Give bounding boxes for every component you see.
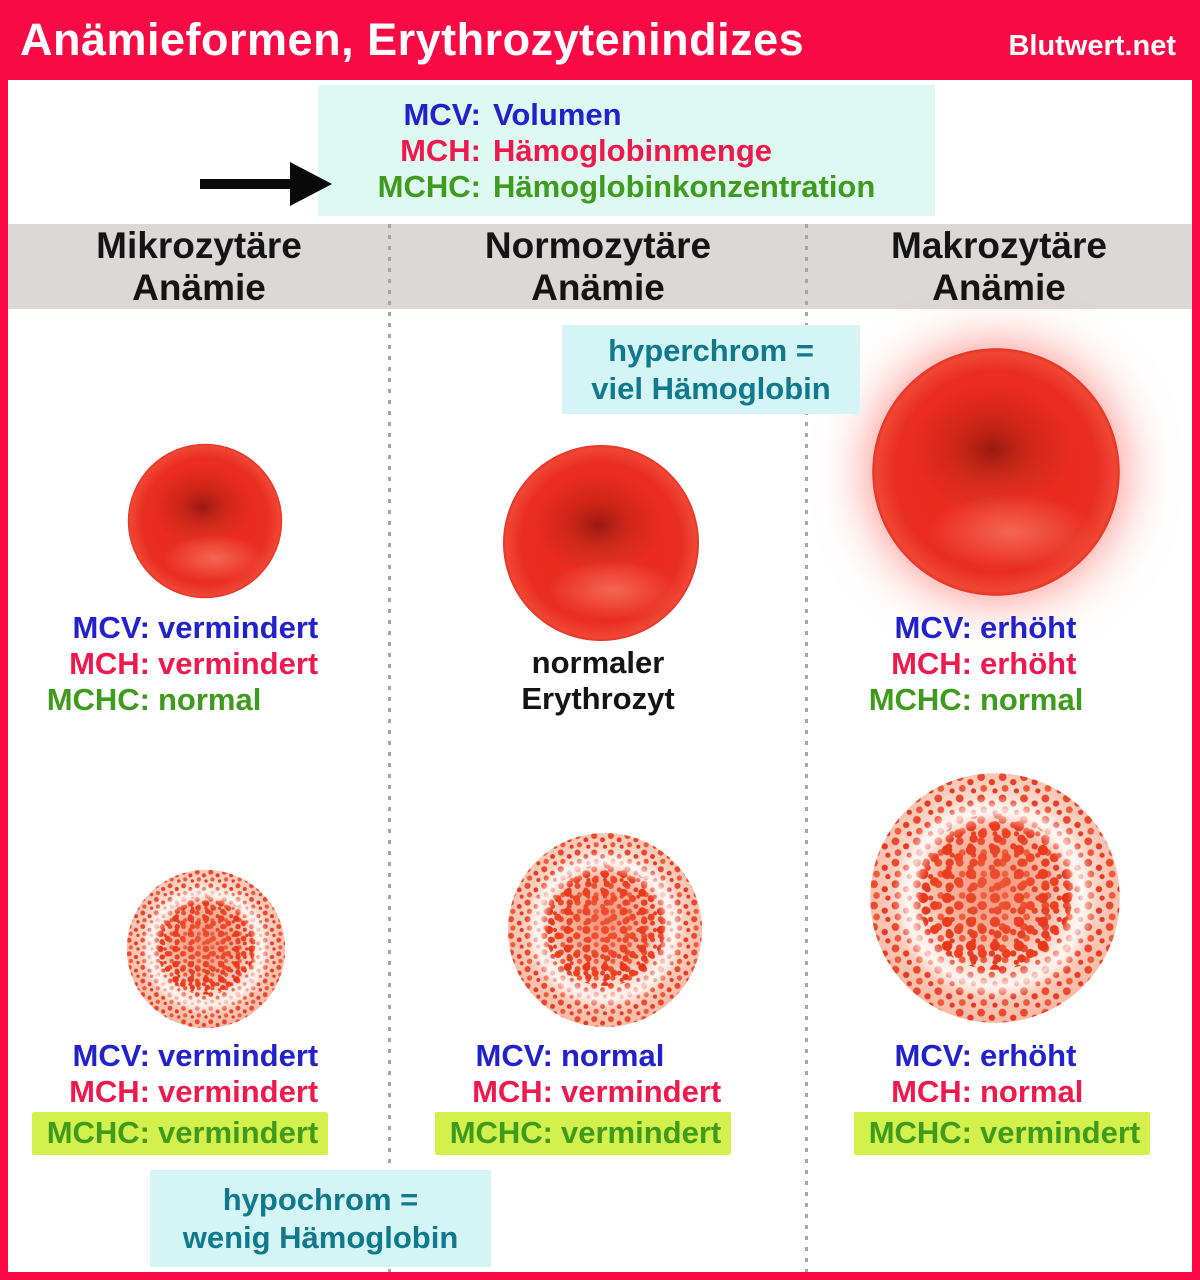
column-header-line: Makrozytäre	[891, 224, 1107, 266]
callout-hypochrom: hypochrom = wenig Hämoglobin	[150, 1170, 491, 1267]
column-header-microcytic: Mikrozytäre Anämie	[8, 224, 390, 309]
callout-line: wenig Hämoglobin	[182, 1219, 459, 1255]
column-header-line: Anämie	[531, 266, 665, 308]
column-header-line: Anämie	[132, 266, 266, 308]
dotted-divider-left	[388, 224, 391, 1272]
mcv-label: MCV: erhöht	[894, 1038, 1077, 1073]
frame-border-left	[0, 80, 8, 1280]
mcv-label: MCV: vermindert	[72, 610, 319, 645]
labels-normocytic-bottom: MCV: normal MCH: vermindert MCHC: vermin…	[435, 1038, 732, 1155]
legend-key-mcv: MCV:	[403, 97, 481, 132]
callout-line: hyperchrom =	[608, 332, 814, 368]
labels-microcytic-bottom: MCV: vermindert MCH: vermindert MCHC: ve…	[32, 1038, 329, 1155]
legend-key-mch: MCH:	[400, 133, 481, 168]
labels-macrocytic-bottom: MCV: erhöht MCH: normal MCHC: vermindert	[854, 1038, 1151, 1155]
mch-label: MCH: vermindert	[472, 1074, 722, 1109]
caption-normal-erythrocyte: normaler Erythrozyt	[390, 645, 806, 717]
mch-label: MCH: normal	[891, 1074, 1084, 1109]
frame-border-right	[1192, 80, 1200, 1280]
red-blood-cell-large-hypochromic-icon	[869, 772, 1121, 1024]
header-bar: Anämieformen, Erythrozytenindizes Blutwe…	[0, 0, 1200, 80]
red-blood-cell-small-normochromic-icon	[127, 443, 283, 599]
mcv-label: MCV: normal	[475, 1038, 665, 1073]
caption-line: Erythrozyt	[521, 681, 675, 716]
red-blood-cell-normal-icon	[502, 444, 700, 642]
mch-label: MCH: erhöht	[891, 646, 1077, 681]
column-header-band	[8, 224, 1192, 309]
mch-label: MCH: vermindert	[69, 646, 319, 681]
red-blood-cell-small-hypochromic-icon	[126, 869, 286, 1029]
mchc-label-highlighted: MCHC: vermindert	[854, 1112, 1151, 1155]
mchc-label-highlighted: MCHC: vermindert	[435, 1112, 732, 1155]
column-header-normocytic: Normozytäre Anämie	[390, 224, 806, 309]
column-header-macrocytic: Makrozytäre Anämie	[806, 224, 1192, 309]
page-title: Anämieformen, Erythrozytenindizes	[20, 14, 805, 65]
red-blood-cell-normalsize-hypochromic-icon	[507, 832, 703, 1028]
legend-key-mchc: MCHC:	[377, 169, 481, 204]
caption-line: normaler	[531, 645, 665, 680]
column-header-line: Anämie	[932, 266, 1066, 308]
legend-value-mchc: Hämoglobinkonzentration	[492, 169, 876, 204]
brand-text: Blutwert.net	[1008, 30, 1176, 62]
column-header-line: Mikrozytäre	[96, 224, 302, 266]
callout-line: hypochrom =	[222, 1181, 419, 1217]
mch-label: MCH: vermindert	[69, 1074, 319, 1109]
labels-macrocytic-top: MCV: erhöht MCH: erhöht MCHC: normal	[864, 610, 1084, 718]
labels-microcytic-top: MCV: vermindert MCH: vermindert MCHC: no…	[42, 610, 319, 718]
callout-line: viel Hämoglobin	[591, 370, 831, 406]
frame-border-bottom	[0, 1272, 1200, 1280]
callout-hyperchrom: hyperchrom = viel Hämoglobin	[562, 325, 860, 414]
arrow-head	[290, 162, 332, 206]
mchc-label: MCHC: normal	[868, 682, 1084, 717]
legend-box: MCV: Volumen MCH: Hämoglobinmenge MCHC: …	[318, 85, 935, 216]
red-blood-cell-large-hyperchromic-icon	[871, 347, 1121, 597]
legend-value-mch: Hämoglobinmenge	[492, 133, 772, 168]
mchc-label: MCHC: normal	[46, 682, 262, 717]
arrow-shaft	[200, 179, 294, 189]
mcv-label: MCV: erhöht	[894, 610, 1077, 645]
mchc-label-highlighted: MCHC: vermindert	[32, 1112, 329, 1155]
dotted-divider-right	[805, 224, 808, 1272]
column-header-line: Normozytäre	[484, 224, 712, 266]
mcv-label: MCV: vermindert	[72, 1038, 319, 1073]
legend-value-mcv: Volumen	[492, 97, 622, 132]
